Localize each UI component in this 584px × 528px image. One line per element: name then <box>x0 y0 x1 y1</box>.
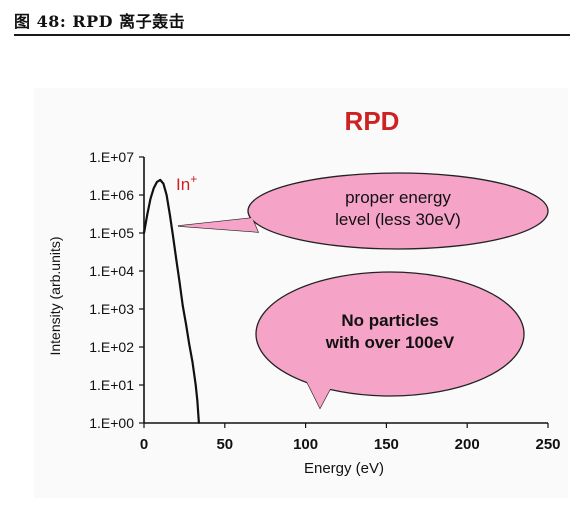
callout-body <box>247 172 549 250</box>
tick-labels: 1.E+00 1.E+01 1.E+02 1.E+03 1.E+04 1.E+05 1.E+… <box>89 149 560 453</box>
series-point <box>169 214 171 216</box>
x-tick-label: 0 <box>140 436 148 453</box>
y-tick-label: 1.E+05 <box>89 225 134 241</box>
chart-title: RPD <box>345 106 400 136</box>
y-tick-label: 1.E+04 <box>89 263 134 279</box>
axes <box>143 157 548 424</box>
series-point <box>188 343 191 345</box>
series-point <box>196 399 199 401</box>
callout-bubble: proper energy level (less 30eV) <box>177 172 549 250</box>
series-point <box>146 214 149 216</box>
callout-text-line: No particles <box>341 311 438 330</box>
caption-divider <box>14 34 570 36</box>
series-point <box>143 232 145 234</box>
y-tick-label: 1.E+06 <box>89 187 134 203</box>
x-tick-label: 50 <box>216 436 233 453</box>
series-point <box>181 305 184 307</box>
x-tick-label: 200 <box>455 436 480 453</box>
series-point <box>194 384 197 386</box>
series-point <box>162 182 165 185</box>
series-point <box>198 422 200 424</box>
series-point <box>156 181 158 183</box>
series-point <box>185 323 187 325</box>
callout-text-line: proper energy <box>345 188 451 207</box>
series-point <box>159 179 162 181</box>
callout-tail-cover <box>178 218 258 232</box>
y-axis-label: Intensity (arb.units) <box>47 236 63 355</box>
callout-bubble: No particles with over 100eV <box>255 271 525 410</box>
figure-caption: 图 48: RPD 离子轰击 <box>14 12 186 31</box>
x-tick-label: 150 <box>374 436 399 453</box>
callout-text: No particles with over 100eV <box>325 311 455 352</box>
y-tick-label: 1.E+01 <box>89 377 134 393</box>
callout-text-line: level (less 30eV) <box>335 210 461 229</box>
series: In+ <box>142 172 200 424</box>
y-tick-label: 1.E+02 <box>89 339 134 355</box>
callouts: proper energy level (less 30eV) No particl… <box>177 172 549 410</box>
callout-text-line: with over 100eV <box>325 333 455 352</box>
x-axis-label: Energy (eV) <box>304 460 384 477</box>
series-point <box>175 258 178 261</box>
series-label-superscript: + <box>190 172 197 186</box>
x-tick-label: 100 <box>293 436 318 453</box>
series-point <box>191 361 194 363</box>
y-tick-label: 1.E+03 <box>89 301 134 317</box>
callout-text: proper energy level (less 30eV) <box>335 188 461 229</box>
series-point <box>149 197 152 200</box>
callout-tail-cover <box>300 368 336 408</box>
series-point <box>178 281 181 284</box>
y-tick-label: 1.E+07 <box>89 149 134 165</box>
series-point <box>152 187 155 190</box>
series-label-in-plus: In+ <box>176 172 197 194</box>
series-point <box>165 194 168 196</box>
y-tick-label: 1.E+00 <box>89 415 134 431</box>
callout-body <box>255 271 525 397</box>
series-point <box>172 235 175 238</box>
x-tick-label: 250 <box>535 436 560 453</box>
series-line <box>142 178 200 424</box>
